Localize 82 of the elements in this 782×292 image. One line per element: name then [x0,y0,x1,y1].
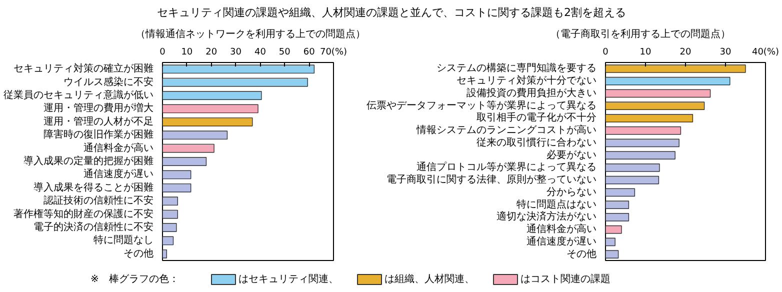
bar [162,170,192,180]
x-tick-label: 70(%) [320,48,348,58]
x-tick-label: 10 [181,48,193,58]
y-tick-label: 電子商取引に関する法律、原則が整っていない [386,174,596,186]
y-tick-label: 必要がない [546,148,596,161]
x-tick-label: 0 [160,48,166,58]
y-tick-label: 情報システムのランニングコストが高い [416,124,596,136]
chart-subtitle: （電子商取引を利用する上での問題点） [550,28,730,40]
text: セキュリティ関連の課題や組織、人材関連の課題と並んで、コストに関する課題も2割を超える [157,6,626,19]
bar [162,183,192,192]
bar [606,64,746,73]
legend-title: ※ 棒グラフの色： [90,273,179,285]
y-tick-label: 通信料金が高い [84,142,154,154]
bar [606,76,730,86]
y-tick-label: 従来の取引慣行に合わない [476,136,596,148]
y-tick-label: 運用・管理の費用が増大 [44,102,154,114]
y-tick-label: 分からない [546,186,596,198]
x-tick-label: 40 [254,48,266,58]
bar [606,176,660,184]
y-tick-label: 特に問題点はない [516,198,596,210]
x-tick-label: 30 [720,48,732,58]
bar [162,64,315,74]
y-tick-label: ウイルス感染に不安 [64,76,154,88]
x-tick-label: 60 [303,48,316,58]
bar [606,89,711,98]
bar [162,223,177,232]
bar [606,225,622,234]
bar [606,102,705,110]
y-tick-label: 障害時の復旧作業が困難 [44,128,154,141]
x-tick-label: 0 [602,48,609,58]
y-tick-label: 導入成果の定量的把握が困難 [24,155,154,167]
bar [162,104,258,114]
y-tick-label: その他 [124,247,154,260]
x-tick-label: 20 [206,48,218,58]
y-tick-label: 電子的決済の信頼性に不安 [34,221,154,233]
bar [606,250,619,258]
bar [606,238,616,246]
bar [606,114,694,122]
bar [606,151,676,160]
x-tick-label: 40(%) [752,48,780,58]
y-tick-label: システムの構築に専門知識を要する [436,62,596,74]
bar [162,144,214,153]
y-tick-label: 通信速度が遅い [84,168,154,180]
y-tick-label: 従業員のセキュリティ意識が低い [4,89,154,101]
x-tick-label: 50 [278,48,291,58]
chart-subtitle: （情報通信ネットワークを利用する上での問題点） [136,28,366,40]
y-tick-label: 認証技術の信頼性に不安 [44,194,154,207]
x-tick-label: 30 [230,48,242,58]
bar [162,91,262,100]
bar [162,210,178,219]
bar [162,78,308,87]
bar [606,188,636,197]
bar [162,196,178,206]
legend-label: はコスト関連の課題 [520,273,610,285]
bar [606,126,682,135]
bar [162,130,228,140]
bar [606,138,680,148]
y-tick-label: セキュリティ対策の確立が困難 [14,62,154,75]
y-tick-label: セキュリティ対策が十分でない [456,74,596,87]
y-tick-label: 適切な決済方法がない [496,210,596,223]
y-tick-label: 通信プロトコル等が業界によって異なる [416,161,596,174]
legend-label: は組織、人材関連、 [384,273,474,285]
legend-label: はセキュリティ関連、 [238,273,338,285]
y-tick-label: 通信料金が高い [526,223,596,236]
y-tick-label: 著作権等知的財産の保護に不安 [14,208,154,220]
y-tick-label: 伝票やデータフォーマット等が業界によって異なる [366,99,596,112]
y-tick-label: 取引相手の電子化が不十分 [476,112,596,124]
y-tick-label: 通信速度が遅い [526,235,596,248]
bar [606,200,630,209]
bar [162,236,174,246]
bar [162,117,253,126]
y-tick-label: 設備投資の費用負担が大きい [466,86,596,99]
y-tick-label: 特に問題なし [94,234,154,246]
bar [606,164,660,172]
x-tick-label: 20 [680,48,692,58]
y-tick-label: 運用・管理の人材が不足 [44,115,154,128]
bar [606,213,630,222]
y-tick-label: その他 [566,248,596,260]
y-tick-label: 導入成果を得ることが困難 [34,181,154,194]
x-tick-label: 10 [640,48,652,58]
bar [162,157,207,166]
bar [162,249,168,258]
